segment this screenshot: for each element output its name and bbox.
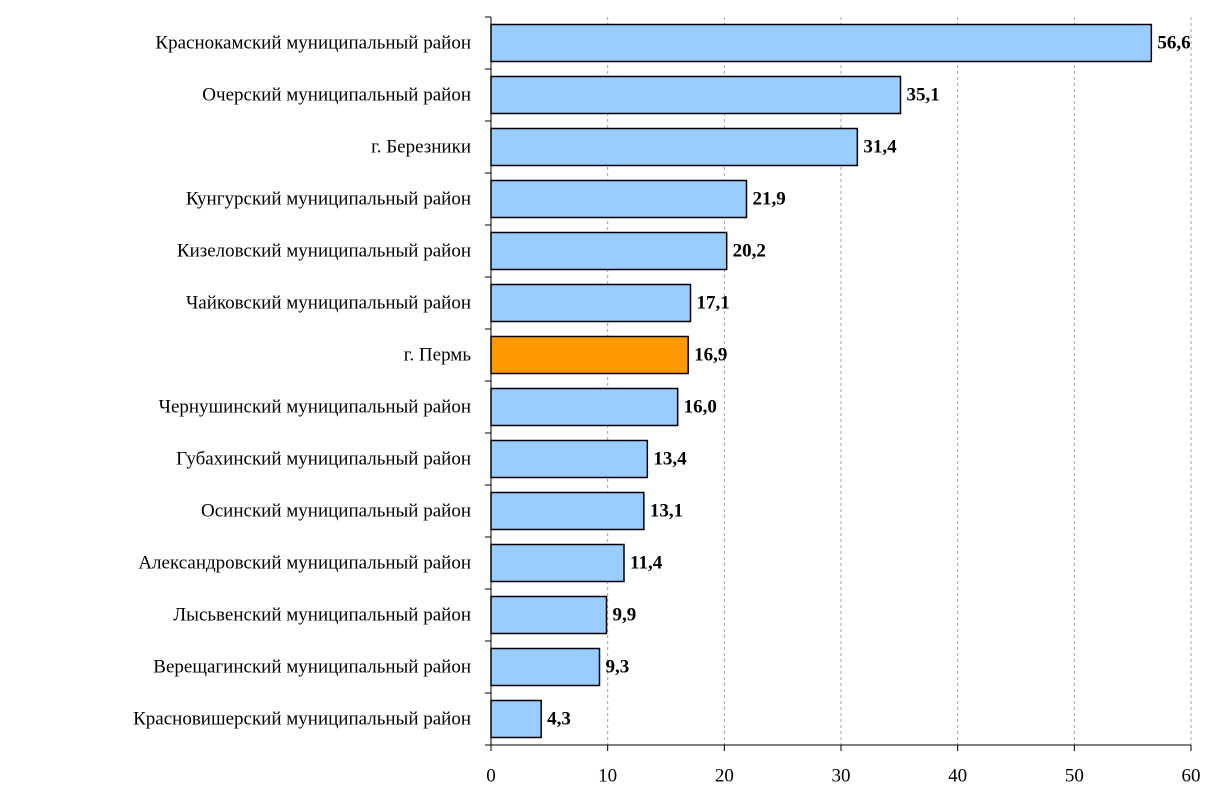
x-tick-label: 20 — [715, 766, 734, 787]
category-label: Верещагинский муниципальный район — [153, 657, 471, 678]
value-label: 16,0 — [684, 397, 717, 418]
bar — [490, 283, 692, 323]
bar — [490, 699, 542, 739]
x-tick-label: 60 — [1182, 766, 1201, 787]
value-label: 13,4 — [653, 449, 687, 470]
value-label: 11,4 — [630, 553, 663, 574]
value-label: 17,1 — [697, 293, 730, 314]
bar — [490, 23, 1153, 63]
x-tick-label: 30 — [832, 766, 851, 787]
value-label: 56,6 — [1157, 33, 1190, 54]
category-label: Кунгурский муниципальный район — [186, 189, 471, 210]
category-label: Чернушинский муниципальный район — [159, 397, 471, 418]
category-label: Александровский муниципальный район — [138, 553, 471, 574]
bar — [490, 335, 689, 375]
grid-lines — [607, 17, 1192, 745]
bars — [490, 23, 1153, 739]
value-label: 16,9 — [694, 345, 727, 366]
category-label: Лысьвенский муниципальный район — [173, 605, 471, 626]
category-label: Кизеловский муниципальный район — [177, 241, 471, 262]
value-label: 4,3 — [547, 709, 571, 730]
value-label: 31,4 — [863, 137, 897, 158]
category-label: г. Березники — [371, 137, 471, 158]
x-tick-label: 0 — [486, 766, 496, 787]
bar — [490, 179, 748, 219]
bar — [490, 543, 625, 583]
bar — [490, 127, 859, 167]
value-label: 9,9 — [613, 605, 637, 626]
category-label: г. Пермь — [404, 345, 472, 366]
category-label: Красновишерский муниципальный район — [133, 709, 471, 730]
category-label: Очерский муниципальный район — [202, 85, 471, 106]
x-tick-label: 40 — [948, 766, 967, 787]
labels: Краснокамский муниципальный район 56,6 Оче… — [133, 33, 1200, 787]
value-label: 20,2 — [733, 241, 766, 262]
bar — [490, 75, 902, 115]
x-tick-label: 50 — [1065, 766, 1084, 787]
bar — [490, 595, 608, 635]
bar — [490, 231, 728, 271]
value-label: 9,3 — [606, 657, 630, 678]
value-label: 35,1 — [907, 85, 940, 106]
bar — [490, 647, 601, 687]
bar — [490, 439, 649, 479]
category-label: Краснокамский муниципальный район — [155, 33, 471, 54]
value-label: 13,1 — [650, 501, 683, 522]
value-label: 21,9 — [753, 189, 786, 210]
bar — [490, 387, 679, 427]
category-label: Чайковский муниципальный район — [186, 293, 471, 314]
x-tick-label: 10 — [598, 766, 617, 787]
axes — [485, 16, 1192, 751]
bar — [490, 491, 645, 531]
category-label: Губахинский муниципальный район — [176, 449, 471, 470]
category-label: Осинский муниципальный район — [201, 501, 471, 522]
